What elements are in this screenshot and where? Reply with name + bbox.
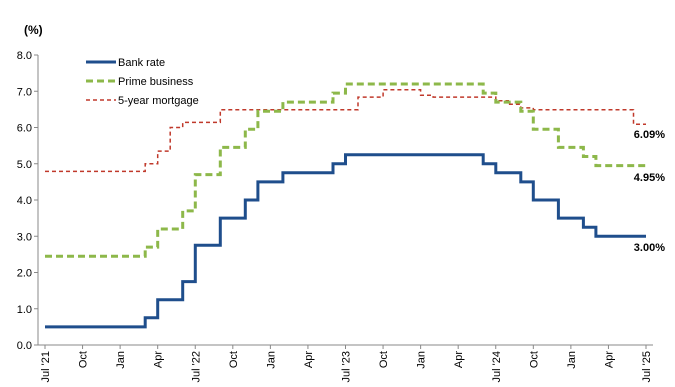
series-end-label: 3.00%	[634, 242, 665, 254]
y-tick-label: 1.0	[17, 304, 32, 316]
legend-label: 5-year mortgage	[118, 95, 199, 107]
y-tick-label: 6.0	[17, 123, 32, 135]
x-tick-label: Oct	[378, 351, 390, 368]
x-tick-label: Apr	[153, 351, 165, 368]
series-layer	[45, 82, 646, 329]
y-tick-label: 7.0	[17, 86, 32, 98]
series-line-prime-business	[45, 82, 646, 258]
x-tick-label: Jan	[115, 351, 127, 369]
y-tick-label: 2.0	[17, 268, 32, 280]
series-line-bank-rate	[45, 153, 646, 329]
series-line-5-year-mortgage	[45, 89, 646, 173]
x-tick-label: Jan	[566, 351, 578, 369]
y-tick-label: 5.0	[17, 159, 32, 171]
x-tick-label: Oct	[528, 351, 540, 368]
legend: Bank rate Prime business 5-year mortgage	[86, 57, 199, 107]
y-tick-label: 3.0	[17, 231, 32, 243]
x-tick-label: Jan	[265, 351, 277, 369]
series-end-label: 4.95%	[634, 172, 665, 184]
x-tick-label: Apr	[303, 351, 315, 368]
y-axis-unit-label: (%)	[24, 23, 43, 37]
y-tick-label: 0.0	[17, 340, 32, 352]
x-tick-label: Oct	[228, 351, 240, 368]
legend-label: Prime business	[118, 76, 194, 88]
x-tick-label: Oct	[78, 351, 90, 368]
x-tick-label: Jul '23	[341, 351, 353, 382]
x-tick-label: Jul '24	[491, 351, 503, 382]
series-end-label: 6.09%	[634, 129, 665, 141]
axes: 0.0 1.0 2.0 3.0 4.0 5.0 6.0 7.0 8.0 Jul '21 Oct Jan…	[17, 50, 653, 382]
end-labels: 3.00% 4.95% 6.09%	[634, 129, 665, 254]
legend-label: Bank rate	[118, 57, 165, 69]
y-tick-label: 4.0	[17, 195, 32, 207]
x-tick-label: Jul '25	[641, 351, 653, 382]
x-tick-label: Apr	[603, 351, 615, 368]
x-tick-label: Apr	[453, 351, 465, 368]
x-tick-label: Jan	[416, 351, 428, 369]
x-tick-label: Jul '21	[40, 351, 52, 382]
x-tick-label: Jul '22	[190, 351, 202, 382]
y-tick-label: 8.0	[17, 50, 32, 62]
